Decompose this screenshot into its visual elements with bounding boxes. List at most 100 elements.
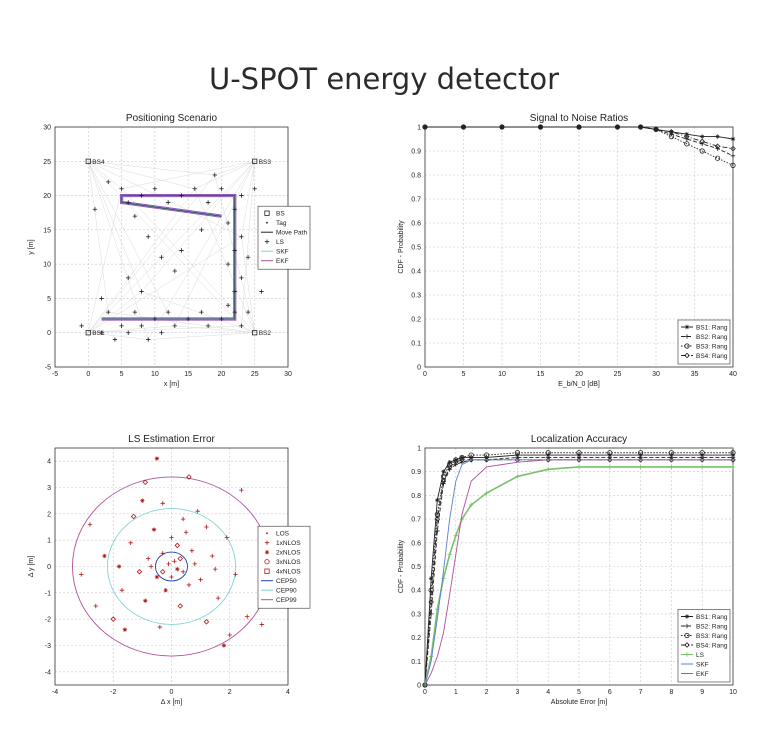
y-tick-label: -2 [45, 617, 51, 624]
data-point [638, 464, 643, 470]
y-tick-label: 0.1 [411, 659, 421, 666]
x-axis-label: x [m] [164, 381, 179, 388]
error-point [102, 553, 107, 559]
ls-point [139, 323, 144, 329]
ls-point [179, 248, 184, 253]
ranging-ray [88, 161, 242, 326]
x-tick-label: 2 [485, 689, 489, 696]
legend-box [257, 205, 311, 270]
data-point [576, 464, 582, 470]
ls-point [159, 255, 164, 260]
legend-item: 2xNLOS [264, 550, 301, 557]
y-tick-label: 3 [47, 485, 51, 492]
data-point [699, 148, 705, 154]
ls-point [219, 186, 224, 191]
base-station-label: BS3 [259, 159, 272, 166]
y-tick-label: 0 [417, 683, 421, 690]
y-tick-label: 0.4 [411, 269, 421, 276]
legend-label: BS4: Rang [696, 353, 728, 360]
y-tick-label: 0.3 [411, 293, 421, 300]
data-point [453, 459, 459, 465]
ls-point [205, 200, 211, 205]
error-point [128, 540, 133, 545]
chart-title: Signal to Noise Ratios [530, 113, 628, 124]
ranging-ray [141, 161, 255, 292]
y-axis-label: CDF - Probability [398, 220, 405, 274]
y-tick-label: 2 [47, 511, 51, 518]
error-point [221, 643, 227, 648]
legend-item: 4xNLOS [264, 569, 301, 576]
data-point [453, 533, 458, 538]
ls-point [146, 234, 151, 239]
data-point [715, 134, 720, 139]
legend-marker [684, 632, 690, 639]
data-point [576, 457, 582, 463]
legend-item: 3xNLOS [264, 559, 301, 566]
error-point [116, 564, 122, 569]
y-tick-label: 0.8 [411, 173, 421, 180]
legend-item: BS3: Rang [681, 343, 728, 350]
data-point [730, 136, 736, 142]
error-point [203, 619, 210, 625]
x-tick-label: 10 [729, 689, 737, 696]
y-tick-label: 1 [417, 446, 421, 453]
ls-point [245, 255, 251, 260]
ranging-ray [194, 161, 255, 189]
data-point [447, 552, 452, 557]
legend-label: CEP90 [276, 588, 297, 595]
ranging-ray [121, 188, 255, 333]
ls-point [92, 207, 98, 212]
y-tick-label: 0.5 [411, 245, 421, 252]
error-point [210, 553, 215, 559]
data-point [446, 464, 453, 470]
data-point [576, 124, 582, 130]
data-point [607, 450, 613, 456]
data-point [637, 457, 644, 463]
y-tick-label: -1 [45, 590, 51, 597]
y-tick-label: 0.3 [411, 611, 421, 618]
data-point [684, 133, 690, 140]
legend-label: BS3: Rang [696, 633, 728, 640]
data-point [441, 469, 446, 474]
legend-item: BS4: Rang [681, 642, 728, 649]
legend-label: BS2: Rang [696, 623, 728, 630]
legend-item: SKF [681, 661, 709, 668]
data-point [607, 464, 612, 470]
error-point [198, 577, 203, 582]
x-tick-label: 30 [284, 371, 292, 378]
error-point [154, 456, 160, 461]
ls-point [152, 186, 158, 191]
legend-item: LS [264, 239, 285, 246]
y-tick-label: 0.2 [411, 317, 421, 324]
ranging-ray [241, 236, 255, 333]
legend-item: BS3: Rang [681, 633, 728, 640]
error-point [130, 513, 137, 520]
x-tick-label: 0 [86, 371, 90, 378]
legend-label: CEP50 [276, 578, 297, 585]
data-point [515, 474, 520, 479]
data-point [428, 654, 434, 659]
ls-point [99, 296, 104, 301]
ls-point [126, 200, 131, 205]
error-point [183, 530, 189, 535]
x-tick-label: 4 [286, 689, 290, 696]
ls-point [245, 309, 251, 315]
ranging-ray [108, 311, 255, 333]
error-point [212, 566, 218, 572]
y-tick-label: 0.9 [411, 149, 421, 156]
legend-label: 1xNLOS [276, 540, 301, 547]
series-line [424, 459, 733, 686]
ranging-ray [88, 325, 242, 333]
error-point [224, 535, 230, 540]
error-point [136, 569, 143, 575]
y-tick-label: 30 [43, 125, 51, 132]
legend-label: BS1: Rang [696, 614, 728, 621]
error-point [169, 574, 174, 580]
legend-label: BS3: Rang [696, 343, 728, 350]
error-point [79, 572, 84, 577]
legend-item: 1xNLOS [264, 540, 301, 547]
series-line [425, 126, 734, 166]
data-point [669, 464, 674, 470]
data-point [699, 450, 705, 456]
